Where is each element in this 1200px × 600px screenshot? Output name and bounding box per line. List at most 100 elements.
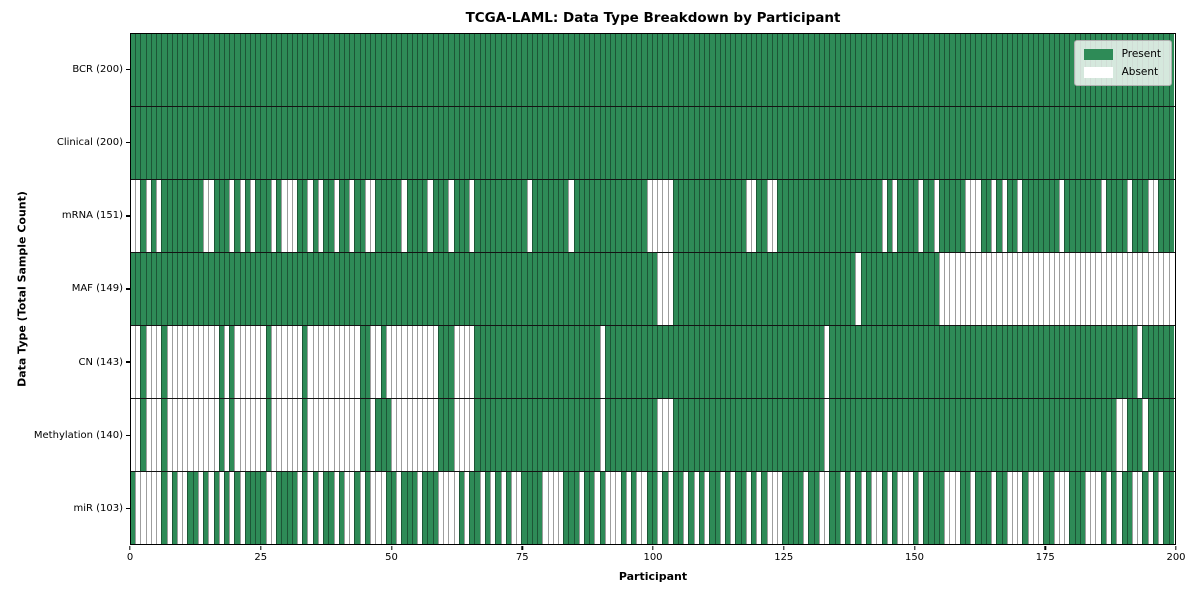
cell-CN-38 — [328, 326, 334, 398]
cell-Methylation-93 — [615, 399, 621, 471]
cell-Methylation-180 — [1069, 399, 1075, 471]
cell-Clinical-95 — [625, 107, 631, 179]
cell-BCR-16 — [213, 34, 219, 106]
cell-mRNA-159 — [959, 180, 965, 252]
y-tick-mark — [126, 142, 130, 144]
cell-BCR-58 — [432, 34, 438, 106]
cell-Methylation-117 — [740, 399, 746, 471]
cell-CN-127 — [792, 326, 798, 398]
cell-mRNA-13 — [197, 180, 204, 252]
cell-Methylation-40 — [338, 399, 344, 471]
cell-BCR-127 — [792, 34, 798, 106]
y-tick-label: Clinical (200) — [56, 137, 123, 149]
cell-Methylation-129 — [803, 399, 809, 471]
cell-Methylation-137 — [844, 399, 851, 471]
cell-Methylation-103 — [667, 399, 673, 471]
cell-BCR-7 — [166, 34, 172, 106]
cell-Clinical-146 — [891, 107, 898, 179]
cell-mRNA-174 — [1038, 180, 1044, 252]
cell-MAF-8 — [171, 253, 177, 325]
cell-BCR-33 — [302, 34, 308, 106]
cell-MAF-83 — [563, 253, 569, 325]
cell-BCR-80 — [547, 34, 553, 106]
cell-CN-137 — [844, 326, 851, 398]
cell-CN-84 — [568, 326, 574, 398]
cell-mRNA-93 — [615, 180, 621, 252]
cell-miR-103 — [667, 472, 673, 544]
cell-mRNA-103 — [667, 180, 673, 252]
cell-mRNA-130 — [808, 180, 814, 252]
cell-Clinical-27 — [270, 107, 277, 179]
cell-mRNA-197 — [1158, 180, 1164, 252]
cell-Clinical-97 — [636, 107, 642, 179]
cell-Methylation-94 — [620, 399, 626, 471]
cell-MAF-138 — [850, 253, 856, 325]
cell-Methylation-166 — [996, 399, 1002, 471]
cell-CN-134 — [829, 326, 835, 398]
cell-mRNA-67 — [479, 180, 485, 252]
cell-Methylation-61 — [448, 399, 454, 471]
cell-Clinical-129 — [803, 107, 809, 179]
cell-mRNA-80 — [547, 180, 553, 252]
cell-mRNA-22 — [244, 180, 251, 252]
cell-Clinical-14 — [203, 107, 209, 179]
x-tick-mark — [913, 545, 916, 550]
cell-miR-85 — [573, 472, 579, 544]
cell-MAF-3 — [145, 253, 151, 325]
cell-MAF-35 — [312, 253, 318, 325]
cell-miR-145 — [886, 472, 892, 544]
cell-Methylation-19 — [229, 399, 235, 471]
cell-MAF-74 — [516, 253, 522, 325]
cell-MAF-16 — [213, 253, 219, 325]
cell-Clinical-16 — [213, 107, 219, 179]
cell-MAF-12 — [192, 253, 198, 325]
cell-CN-187 — [1105, 326, 1112, 398]
cell-miR-166 — [996, 472, 1002, 544]
cell-mRNA-9 — [176, 180, 183, 252]
y-label-row-BCR: BCR (200) — [0, 33, 130, 106]
cell-Clinical-136 — [839, 107, 845, 179]
cell-CN-41 — [343, 326, 350, 398]
cell-Methylation-29 — [281, 399, 287, 471]
cell-miR-147 — [897, 472, 903, 544]
cell-BCR-158 — [954, 34, 960, 106]
cell-CN-188 — [1111, 326, 1117, 398]
cell-MAF-5 — [156, 253, 162, 325]
cell-BCR-163 — [980, 34, 986, 106]
cell-MAF-156 — [944, 253, 950, 325]
cell-Clinical-100 — [651, 107, 658, 179]
cell-Clinical-6 — [161, 107, 167, 179]
cell-CN-107 — [688, 326, 694, 398]
cell-mRNA-195 — [1147, 180, 1153, 252]
cell-CN-106 — [683, 326, 689, 398]
cell-miR-65 — [469, 472, 475, 544]
cell-CN-17 — [218, 326, 224, 398]
cell-mRNA-59 — [437, 180, 444, 252]
cell-Methylation-194 — [1142, 399, 1148, 471]
cell-Clinical-114 — [724, 107, 731, 179]
cell-CN-175 — [1043, 326, 1049, 398]
cell-BCR-143 — [876, 34, 882, 106]
cell-MAF-192 — [1132, 253, 1138, 325]
cell-Clinical-148 — [902, 107, 908, 179]
cell-mRNA-43 — [354, 180, 360, 252]
cell-miR-94 — [620, 472, 626, 544]
cell-mRNA-116 — [735, 180, 741, 252]
cell-BCR-77 — [531, 34, 538, 106]
y-tick-mark — [126, 434, 130, 436]
cell-BCR-134 — [829, 34, 835, 106]
cell-miR-9 — [176, 472, 183, 544]
cell-mRNA-185 — [1095, 180, 1101, 252]
cell-Methylation-77 — [531, 399, 538, 471]
y-tick-mark — [126, 507, 130, 510]
cell-mRNA-35 — [312, 180, 318, 252]
cell-CN-94 — [620, 326, 626, 398]
cell-Clinical-75 — [521, 107, 527, 179]
cell-miR-70 — [495, 472, 501, 544]
cell-MAF-87 — [584, 253, 590, 325]
cell-Methylation-107 — [688, 399, 694, 471]
cell-CN-174 — [1038, 326, 1044, 398]
cell-CN-49 — [385, 326, 391, 398]
cell-mRNA-70 — [495, 180, 501, 252]
cell-mRNA-72 — [505, 180, 511, 252]
